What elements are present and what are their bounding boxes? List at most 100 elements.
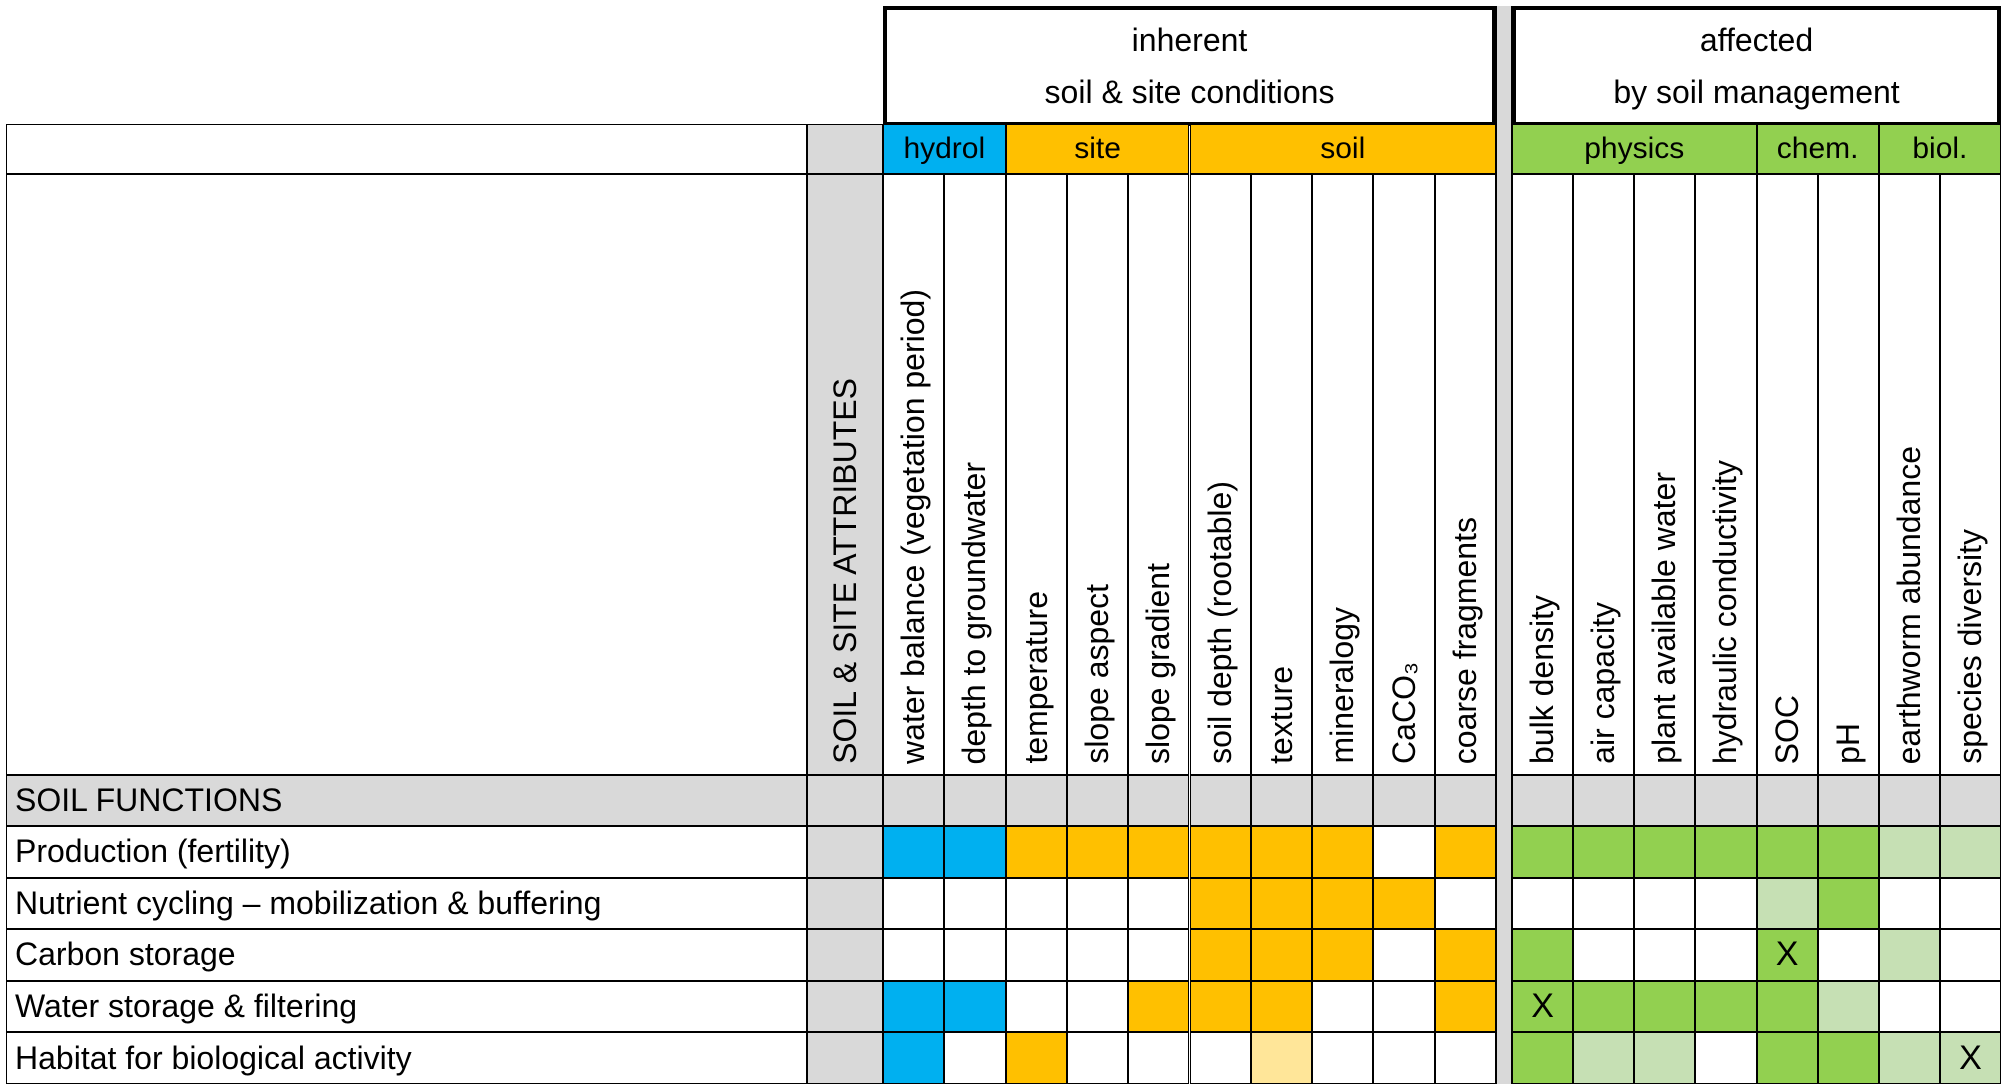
matrix-cell <box>1512 877 1574 930</box>
column-header-label: slope gradient <box>1140 562 1177 764</box>
gray-cell <box>807 1032 883 1084</box>
matrix-cell <box>1066 929 1129 981</box>
matrix-cell <box>1817 929 1879 981</box>
column-header-label: earthworm abundance <box>1890 445 1927 764</box>
gray-cell <box>1128 775 1190 826</box>
top-header-inherent: inherent soil & site conditions <box>883 6 1496 126</box>
column-header: hydraulic conductivity <box>1695 174 1757 775</box>
matrix-cell <box>1878 929 1940 981</box>
group-header-site: site <box>1005 124 1190 174</box>
matrix-cell <box>1373 1032 1435 1084</box>
matrix-cell <box>1434 877 1496 930</box>
matrix-cell <box>1695 929 1757 981</box>
column-header-label: coarse fragments <box>1446 516 1483 764</box>
function-row-label: Carbon storage <box>6 929 807 981</box>
matrix-cell <box>1312 877 1374 930</box>
matrix-cell <box>1695 980 1757 1033</box>
matrix-cell <box>1878 826 1940 878</box>
function-label: Nutrient cycling – mobilization & buffer… <box>15 884 602 921</box>
attributes-label: SOIL & SITE ATTRIBUTES <box>826 378 863 764</box>
matrix-cell <box>1878 980 1940 1033</box>
column-header: soil depth (rootable) <box>1189 174 1251 775</box>
matrix-cell <box>1128 980 1190 1033</box>
column-header-label: air capacity <box>1585 602 1622 764</box>
group-label: soil <box>1320 132 1366 165</box>
matrix-cell <box>1066 826 1129 878</box>
matrix-cell <box>1189 980 1251 1033</box>
column-header: CaCO₃ <box>1373 174 1435 775</box>
matrix-cell <box>1573 929 1635 981</box>
group-label: hydrol <box>903 132 986 165</box>
matrix-cell <box>1512 929 1574 981</box>
matrix-cell <box>883 1032 945 1084</box>
matrix-cell <box>1066 980 1129 1033</box>
group-header-biol: biol. <box>1878 124 2001 174</box>
matrix-cell <box>1005 929 1067 981</box>
column-header: texture <box>1250 174 1313 775</box>
function-row-label: Production (fertility) <box>6 826 807 878</box>
matrix-cell <box>944 1032 1006 1084</box>
matrix-cell <box>883 980 945 1033</box>
gray-cell <box>1878 775 1940 826</box>
gray-cell <box>1066 775 1129 826</box>
column-header: bulk density <box>1512 174 1574 775</box>
matrix-cell <box>1128 1032 1190 1084</box>
matrix-cell <box>1634 980 1696 1033</box>
matrix-cell <box>1695 1032 1757 1084</box>
matrix-cell <box>1005 980 1067 1033</box>
column-header-label: pH <box>1829 723 1866 764</box>
matrix-cell <box>1939 980 2001 1033</box>
column-header: water balance (vegetation period) <box>883 174 945 775</box>
gray-cell <box>1695 775 1757 826</box>
matrix-cell: X <box>1939 1032 2001 1084</box>
matrix-cell <box>1573 980 1635 1033</box>
gray-cell <box>1434 775 1496 826</box>
matrix-cell <box>1189 826 1251 878</box>
matrix-cell: X <box>1756 929 1818 981</box>
column-header: air capacity <box>1573 174 1635 775</box>
group-header-hydrol: hydrol <box>883 124 1006 174</box>
function-row-label: Nutrient cycling – mobilization & buffer… <box>6 877 807 930</box>
column-header-label: hydraulic conductivity <box>1707 459 1744 764</box>
gray-cell <box>1634 775 1696 826</box>
functions-header-label: SOIL FUNCTIONS <box>15 782 283 818</box>
matrix-cell <box>1189 1032 1251 1084</box>
matrix-cell <box>1250 929 1313 981</box>
matrix-cell <box>1312 980 1374 1033</box>
matrix-cell <box>1373 929 1435 981</box>
matrix-cell <box>1434 826 1496 878</box>
matrix-cell <box>1250 980 1313 1033</box>
matrix-cell <box>883 826 945 878</box>
matrix-cell <box>1878 1032 1940 1084</box>
matrix-cell <box>1128 877 1190 930</box>
matrix-cell <box>1573 1032 1635 1084</box>
header-line-2: by soil management <box>1613 74 1900 110</box>
column-header-label: mineralogy <box>1324 607 1361 764</box>
gray-cell <box>883 775 945 826</box>
gray-cell <box>1373 775 1435 826</box>
matrix-cell <box>1005 826 1067 878</box>
group-header-soil: soil <box>1189 124 1496 174</box>
matrix-cell <box>944 877 1006 930</box>
gray-cell <box>1939 775 2001 826</box>
gray-cell <box>807 877 883 930</box>
matrix-cell: X <box>1512 980 1574 1033</box>
column-separator <box>1496 6 1512 1084</box>
column-header: earthworm abundance <box>1878 174 1940 775</box>
matrix-cell <box>1634 1032 1696 1084</box>
column-header-label: bulk density <box>1524 595 1561 764</box>
matrix-cell <box>1756 1032 1818 1084</box>
x-mark: X <box>1959 1038 1982 1077</box>
matrix-cell <box>1373 980 1435 1033</box>
matrix-cell <box>1373 877 1435 930</box>
matrix-cell <box>1005 1032 1067 1084</box>
gray-cell <box>944 775 1006 826</box>
gray-cell <box>1512 775 1574 826</box>
matrix-cell <box>1817 826 1879 878</box>
column-header-label: soil depth (rootable) <box>1201 481 1238 764</box>
group-label: chem. <box>1776 132 1859 165</box>
matrix-cell <box>1756 980 1818 1033</box>
top-header-managed: affected by soil management <box>1512 6 2001 126</box>
matrix-cell <box>1312 929 1374 981</box>
column-header: slope aspect <box>1066 174 1129 775</box>
